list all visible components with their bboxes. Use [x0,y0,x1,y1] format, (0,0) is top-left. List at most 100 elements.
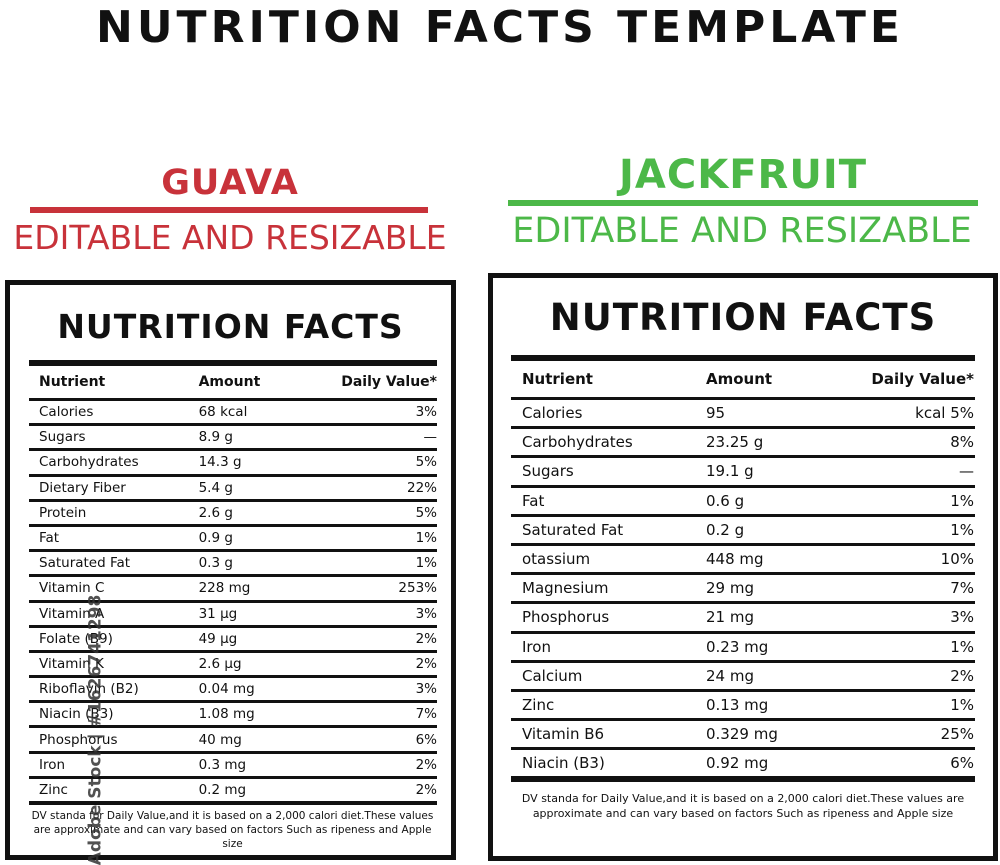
guava-table-row: Dietary Fiber 5.4 g 22% [29,473,437,499]
guava-header-dv: Daily Value* [341,374,437,390]
jackfruit-cell-amount: 0.2 g [706,520,745,539]
jackfruit-table-row: Niacin (B3) 0.92 mg 6% [511,747,975,776]
jackfruit-header-row: Nutrient Amount Daily Value* [511,361,975,397]
guava-cell-nutrient: Vitamin C [39,580,105,597]
jackfruit-underline [508,200,978,206]
guava-cell-amount: 0.9 g [198,530,233,547]
guava-cell-amount: 31 µg [198,605,238,622]
guava-cell-dv: 2% [415,781,437,798]
jackfruit-cell-nutrient: Phosphorus [522,608,610,627]
guava-table-row: Folate (B9) 49 µg 2% [29,624,437,650]
guava-table-row: Iron 0.3 mg 2% [29,750,437,776]
jackfruit-subtitle: EDITABLE AND RESIZABLE [512,211,972,251]
jackfruit-thick-rule [511,355,975,361]
guava-cell-dv: 3% [415,404,437,421]
guava-footnote: DV standa for Daily Value,and it is base… [31,810,434,851]
jackfruit-table-row: otassium 448 mg 10% [511,542,975,572]
guava-cell-dv: 6% [415,731,437,748]
jackfruit-cell-dv: kcal 5% [915,404,974,423]
jackfruit-cell-dv: 1% [950,520,974,539]
guava-thick-rule [29,360,437,366]
jackfruit-cell-dv: — [959,462,974,481]
guava-cell-amount: 49 µg [198,630,238,647]
jackfruit-table-row: Saturated Fat 0.2 g 1% [511,513,975,543]
guava-cell-dv: 2% [415,630,437,647]
guava-table-row: Sugars 8.9 g — [29,423,437,448]
guava-header-nutrient: Nutrient [39,374,106,390]
guava-table-row: Vitamin K 2.6 µg 2% [29,649,437,675]
jackfruit-cell-nutrient: Calcium [522,666,583,685]
jackfruit-cell-amount: 29 mg [706,579,754,598]
jackfruit-header-nutrient: Nutrient [522,370,593,388]
guava-cell-amount: 0.3 mg [198,756,247,773]
jackfruit-table-row: Magnesium 29 mg 7% [511,572,975,601]
jackfruit-table-row: Phosphorus 21 mg 3% [511,601,975,630]
jackfruit-cell-nutrient: Fat [522,491,545,510]
jackfruit-table-row: Carbohydrates 23.25 g 8% [511,426,975,455]
jackfruit-cell-dv: 1% [950,637,974,656]
jackfruit-cell-amount: 0.92 mg [706,754,769,773]
jackfruit-rows: Calories 95 kcal 5% Carbohydrates 23.25 g 8% S… [511,397,975,776]
guava-cell-nutrient: Vitamin K [39,655,104,672]
guava-table-row: Zinc 0.2 mg 2% [29,775,437,801]
guava-underline [30,207,428,213]
guava-cell-dv: 22% [406,479,437,496]
guava-cell-amount: 228 mg [198,580,251,597]
guava-cell-nutrient: Riboflavin (B2) [39,681,139,698]
jackfruit-table-row: Zinc 0.13 mg 1% [511,688,975,718]
guava-cell-nutrient: Fat [39,530,60,547]
guava-cell-amount: 1.08 mg [198,706,255,723]
guava-bottom-rule [29,801,437,805]
guava-header-amount: Amount [198,374,261,390]
guava-cell-nutrient: Niacin (B3) [39,706,114,723]
guava-table-row: Calories 68 kcal 3% [29,398,437,423]
jackfruit-cell-nutrient: Iron [522,637,551,656]
guava-cell-dv: 2% [415,655,437,672]
guava-cell-dv: 3% [415,681,437,698]
guava-cell-amount: 40 mg [198,731,242,748]
guava-cell-amount: 14.3 g [198,454,242,471]
guava-table-row: Vitamin A 31 µg 3% [29,599,437,625]
guava-cell-amount: 0.2 mg [198,781,247,798]
jackfruit-cell-nutrient: Magnesium [522,579,609,598]
guava-cell-nutrient: Vitamin A [39,605,105,622]
page-title: NUTRITION FACTS TEMPLATE [96,2,904,53]
guava-cell-nutrient: Folate (B9) [39,630,113,647]
jackfruit-cell-dv: 6% [950,754,974,773]
guava-rows: Calories 68 kcal 3% Sugars 8.9 g — Carbohydrat… [29,398,437,801]
jackfruit-cell-nutrient: otassium [522,550,591,569]
guava-table-row: Protein 2.6 g 5% [29,498,437,524]
jackfruit-table-row: Calories 95 kcal 5% [511,397,975,426]
guava-cell-amount: 0.3 g [198,555,233,572]
guava-cell-nutrient: Dietary Fiber [39,479,126,496]
jackfruit-cell-dv: 8% [950,433,974,452]
jackfruit-table-row: Vitamin B6 0.329 mg 25% [511,718,975,747]
guava-cell-nutrient: Iron [39,756,66,773]
guava-table-row: Niacin (B3) 1.08 mg 7% [29,700,437,725]
jackfruit-cell-nutrient: Vitamin B6 [522,725,605,744]
jackfruit-cell-nutrient: Sugars [522,462,574,481]
guava-panel-title: NUTRITION FACTS [57,307,404,346]
jackfruit-bottom-rule [511,776,975,783]
jackfruit-cell-amount: 448 mg [706,550,764,569]
jackfruit-cell-dv: 1% [950,695,974,714]
guava-table-row: Vitamin C 228 mg 253% [29,574,437,599]
jackfruit-table-row: Fat 0.6 g 1% [511,484,975,514]
jackfruit-cell-amount: 0.6 g [706,491,745,510]
guava-cell-amount: 2.6 g [198,504,233,521]
jackfruit-footnote: DV standa for Daily Value,and it is base… [521,792,965,821]
jackfruit-name: JACKFRUIT [619,152,867,198]
guava-cell-dv: 5% [415,454,437,471]
jackfruit-cell-nutrient: Carbohydrates [522,433,633,452]
jackfruit-cell-nutrient: Calories [522,404,583,423]
jackfruit-nutrition-panel: NUTRITION FACTS Nutrient Amount Daily Va… [488,273,998,861]
guava-cell-amount: 8.9 g [198,429,233,446]
jackfruit-cell-dv: 2% [950,666,974,685]
guava-table-row: Phosphorus 40 mg 6% [29,725,437,750]
jackfruit-cell-dv: 7% [950,579,974,598]
jackfruit-cell-dv: 25% [940,725,974,744]
guava-header-row: Nutrient Amount Daily Value* [29,366,437,398]
jackfruit-cell-amount: 95 [706,404,726,423]
guava-subtitle: EDITABLE AND RESIZABLE [13,218,447,257]
guava-cell-nutrient: Sugars [39,429,86,446]
